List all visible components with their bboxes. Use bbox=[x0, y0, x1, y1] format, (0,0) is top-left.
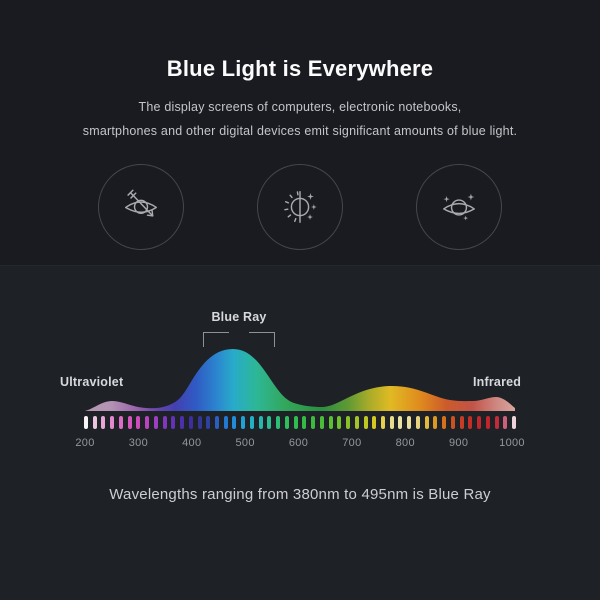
spectrum-tick bbox=[485, 416, 490, 429]
subtitle-line-1: The display screens of computers, electr… bbox=[138, 100, 462, 114]
infrared-label: Infrared bbox=[473, 375, 522, 389]
spectrum-tick bbox=[241, 416, 246, 429]
spectrum-tick bbox=[276, 416, 281, 429]
wavelength-axis: 200 300 400 500 600 700 800 900 1000 bbox=[0, 437, 600, 451]
spectrum-tick bbox=[118, 416, 123, 429]
spectrum-tick bbox=[372, 416, 377, 429]
intro-section: Blue Light is Everywhere The display scr… bbox=[0, 0, 600, 265]
spectrum-tick bbox=[284, 416, 289, 429]
axis-tick-label: 400 bbox=[182, 437, 202, 449]
axis-tick-label: 500 bbox=[235, 437, 255, 449]
blue-ray-label: Blue Ray bbox=[211, 310, 267, 324]
spectrum-tick bbox=[293, 416, 298, 429]
spectrum-tick bbox=[258, 416, 263, 429]
spectrum-tick bbox=[450, 416, 455, 429]
spectrum-tick bbox=[494, 416, 499, 429]
spectrum-tick bbox=[328, 416, 333, 429]
blue-ray-bracket-left bbox=[203, 332, 229, 347]
spectrum-tick bbox=[415, 416, 420, 429]
spectrum-tick bbox=[153, 416, 158, 429]
spectrum-tick bbox=[127, 416, 132, 429]
spectrum-tick bbox=[101, 416, 106, 429]
feature-circle-2 bbox=[257, 164, 343, 250]
page-title: Blue Light is Everywhere bbox=[166, 56, 434, 81]
spectrum-tick bbox=[389, 416, 394, 429]
axis-tick-label: 800 bbox=[395, 437, 415, 449]
spectrum-tick bbox=[180, 416, 185, 429]
spectrum-tick bbox=[162, 416, 167, 429]
sun-half-rays-half-sparkles-icon bbox=[284, 191, 317, 223]
axis-tick-label: 1000 bbox=[499, 437, 525, 449]
spectrum-tick bbox=[206, 416, 211, 429]
feature-circle-1 bbox=[98, 164, 184, 250]
spectrum-section: Blue Ray Ultraviolet Infrared bbox=[0, 265, 600, 600]
spectrum-tick bbox=[223, 416, 228, 429]
spectrum-tick bbox=[442, 416, 447, 429]
spectrum-tick bbox=[380, 416, 385, 429]
spectrum-tick bbox=[363, 416, 368, 429]
spectrum-tick bbox=[188, 416, 193, 429]
axis-tick-label: 900 bbox=[448, 437, 469, 449]
axis-tick-label: 200 bbox=[75, 437, 95, 449]
spectrum-tick bbox=[232, 416, 237, 429]
eye-with-sparkles-icon bbox=[443, 193, 475, 221]
spectrum-tick bbox=[267, 416, 272, 429]
subtitle-line-2: smartphones and other digital devices em… bbox=[82, 124, 518, 138]
feature-circle-3 bbox=[416, 164, 502, 250]
spectrum-tick bbox=[433, 416, 438, 429]
spectrum-tick bbox=[407, 416, 412, 429]
spectrum-tick bbox=[337, 416, 342, 429]
spectrum-curve bbox=[85, 349, 515, 411]
feature-icon-row bbox=[0, 164, 600, 250]
spectrum-tick bbox=[302, 416, 307, 429]
spectrum-tick bbox=[477, 416, 482, 429]
blue-ray-bracket-right bbox=[249, 332, 275, 347]
spectrum-tick bbox=[424, 416, 429, 429]
axis-tick-label: 700 bbox=[342, 437, 362, 449]
spectrum-tick bbox=[92, 416, 97, 429]
spectrum-tick bbox=[511, 416, 516, 429]
spectrum-tick bbox=[398, 416, 403, 429]
spectrum-tick bbox=[468, 416, 473, 429]
spectrum-tick bbox=[459, 416, 464, 429]
spectrum-tick bbox=[346, 416, 351, 429]
axis-tick-label: 600 bbox=[288, 437, 309, 449]
spectrum-tick bbox=[319, 416, 324, 429]
spectrum-tick bbox=[215, 416, 220, 429]
spectrum-tick bbox=[354, 416, 359, 429]
spectrum-tick bbox=[84, 416, 88, 429]
spectrum-tick bbox=[136, 416, 141, 429]
spectrum-tick bbox=[110, 416, 115, 429]
spectrum-tick bbox=[249, 416, 254, 429]
spectrum-tick bbox=[197, 416, 202, 429]
spectrum-tick bbox=[171, 416, 176, 429]
spectrum-tick-row bbox=[84, 416, 516, 429]
ultraviolet-label: Ultraviolet bbox=[60, 375, 124, 389]
chart-caption: Wavelengths ranging from 380nm to 495nm … bbox=[109, 486, 491, 503]
spectrum-tick bbox=[145, 416, 150, 429]
eye-pierced-by-arrow-icon bbox=[125, 189, 157, 217]
axis-tick-label: 300 bbox=[128, 437, 149, 449]
spectrum-tick bbox=[503, 416, 508, 429]
spectrum-tick bbox=[311, 416, 316, 429]
